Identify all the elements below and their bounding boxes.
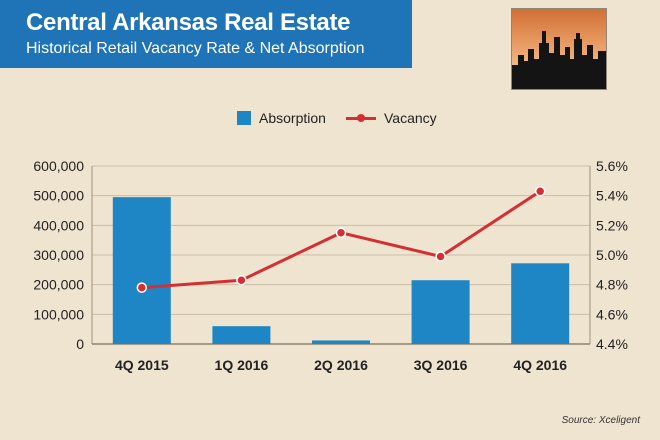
x-tick-label: 1Q 2016 xyxy=(215,357,269,373)
legend-label-vacancy: Vacancy xyxy=(384,110,437,126)
x-tick-label: 3Q 2016 xyxy=(414,357,468,373)
source-note: Source: Xceligent xyxy=(561,415,640,426)
legend-item-absorption: Absorption xyxy=(237,110,326,126)
y-right-tick-label: 5.2% xyxy=(596,217,628,233)
chart-legend: Absorption Vacancy xyxy=(0,110,660,130)
y-right-tick-label: 5.0% xyxy=(596,247,628,263)
x-tick-label: 2Q 2016 xyxy=(314,357,368,373)
vacancy-point xyxy=(435,251,446,262)
bar-absorption xyxy=(312,340,370,344)
y-right-tick-label: 4.4% xyxy=(596,336,628,352)
y-left-tick-label: 400,000 xyxy=(33,217,84,233)
y-right-tick-label: 4.6% xyxy=(596,306,628,322)
y-left-tick-label: 300,000 xyxy=(33,247,84,263)
bar-absorption xyxy=(511,263,570,344)
bar-absorption xyxy=(112,197,171,344)
vacancy-point xyxy=(236,274,247,286)
vacancy-point xyxy=(136,282,148,293)
header-banner: Central Arkansas Real Estate Historical … xyxy=(0,0,412,68)
y-left-tick-label: 100,000 xyxy=(33,306,84,322)
legend-label-absorption: Absorption xyxy=(259,110,326,126)
page-subtitle: Historical Retail Vacancy Rate & Net Abs… xyxy=(26,40,365,57)
legend-item-vacancy: Vacancy xyxy=(346,110,437,126)
legend-swatch-vacancy xyxy=(346,111,376,125)
bar-absorption xyxy=(411,280,470,344)
legend-swatch-absorption xyxy=(237,111,251,125)
x-tick-label: 4Q 2015 xyxy=(115,357,169,373)
y-right-tick-label: 5.4% xyxy=(596,188,628,204)
vacancy-line xyxy=(141,189,542,290)
y-right-tick-label: 5.6% xyxy=(596,158,628,174)
city-skyline-icon xyxy=(511,8,607,90)
y-right-tick-label: 4.8% xyxy=(596,277,628,293)
y-left-tick-label: 0 xyxy=(76,336,84,352)
vacancy-point xyxy=(534,185,546,197)
y-left-tick-label: 200,000 xyxy=(33,277,84,293)
y-left-tick-label: 500,000 xyxy=(33,188,84,204)
bar-absorption xyxy=(212,326,271,344)
y-left-tick-label: 600,000 xyxy=(33,158,84,174)
vacancy-point xyxy=(335,227,347,238)
page-title: Central Arkansas Real Estate xyxy=(26,9,351,36)
x-tick-label: 4Q 2016 xyxy=(513,357,567,373)
